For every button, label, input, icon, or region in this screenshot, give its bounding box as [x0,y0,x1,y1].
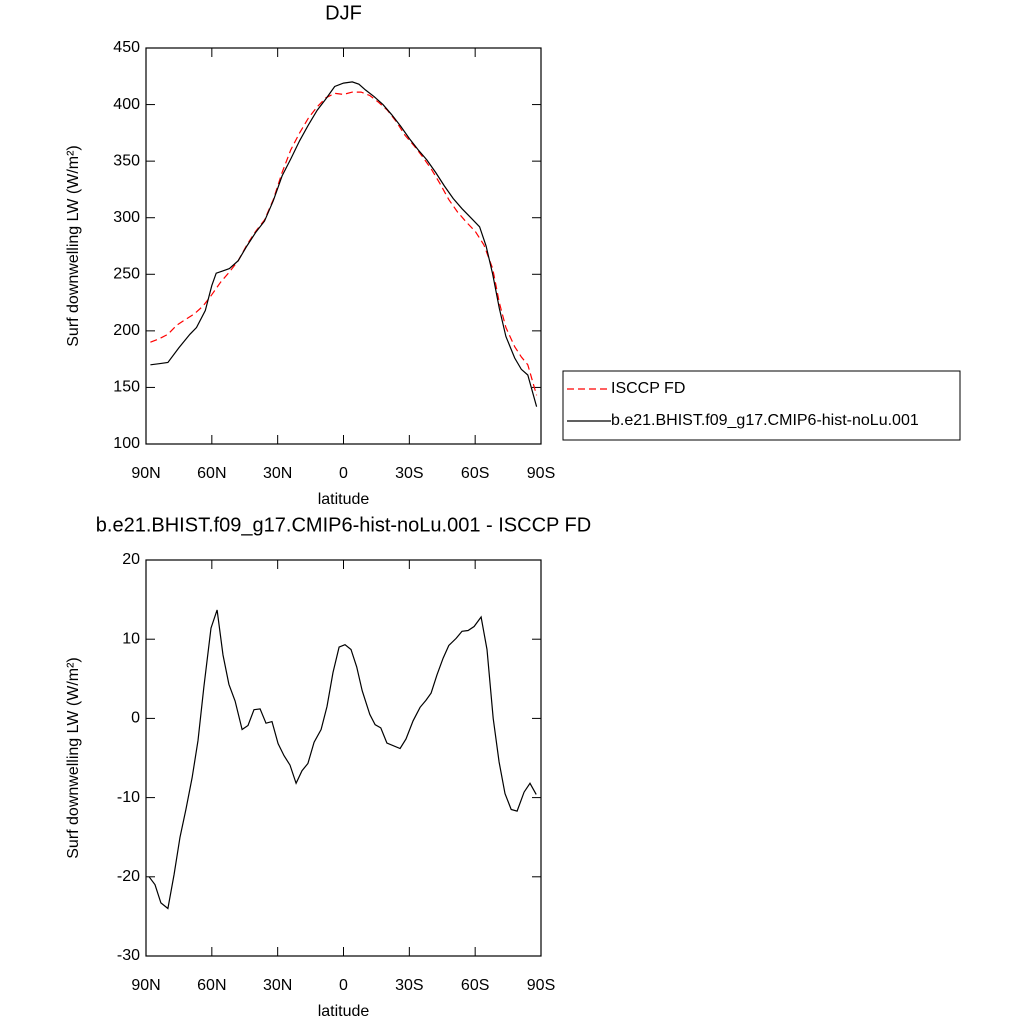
x-tick-label: 60S [461,977,489,994]
y-tick-label: 450 [113,39,140,56]
chart-title: DJF [325,2,362,24]
x-tick-label: 60S [461,465,489,482]
x-tick-label: 90N [131,977,160,994]
y-tick-label: 300 [113,209,140,226]
y-tick-label: 20 [122,551,140,568]
legend-box [562,370,961,441]
x-tick-label: 30N [263,465,292,482]
x-tick-label: 30N [263,977,292,994]
legend-label: b.e21.BHIST.f09_g17.CMIP6-hist-noLu.001 [611,412,919,429]
y-tick-label: 200 [113,322,140,339]
chart-title: b.e21.BHIST.f09_g17.CMIP6-hist-noLu.001 … [96,514,591,536]
y-tick-label: 10 [122,630,140,647]
x-tick-label: 90S [527,977,555,994]
data-line [148,609,537,910]
data-line [150,91,538,396]
y-axis-label: Surf downwelling LW (W/m²) [65,145,82,347]
legend-label: ISCCP FD [611,380,685,397]
x-tick-label: 0 [339,465,348,482]
y-tick-label: 400 [113,96,140,113]
data-line [150,81,538,407]
x-tick-label: 60N [197,977,226,994]
y-tick-label: 350 [113,152,140,169]
y-tick-label: 150 [113,379,140,396]
plot-frame [145,47,542,445]
y-tick-label: 250 [113,266,140,283]
x-axis-label: latitude [318,491,370,508]
x-tick-label: 90N [131,465,160,482]
x-tick-label: 60N [197,465,226,482]
x-tick-label: 30S [395,465,423,482]
x-tick-label: 0 [339,977,348,994]
y-tick-label: -10 [117,789,140,806]
y-axis-label: Surf downwelling LW (W/m²) [65,657,82,859]
y-tick-label: -20 [117,868,140,885]
y-tick-label: 100 [113,435,140,452]
x-tick-label: 30S [395,977,423,994]
x-axis-label: latitude [318,1003,370,1020]
y-tick-label: 0 [131,710,140,727]
x-tick-label: 90S [527,465,555,482]
y-tick-label: -30 [117,947,140,964]
